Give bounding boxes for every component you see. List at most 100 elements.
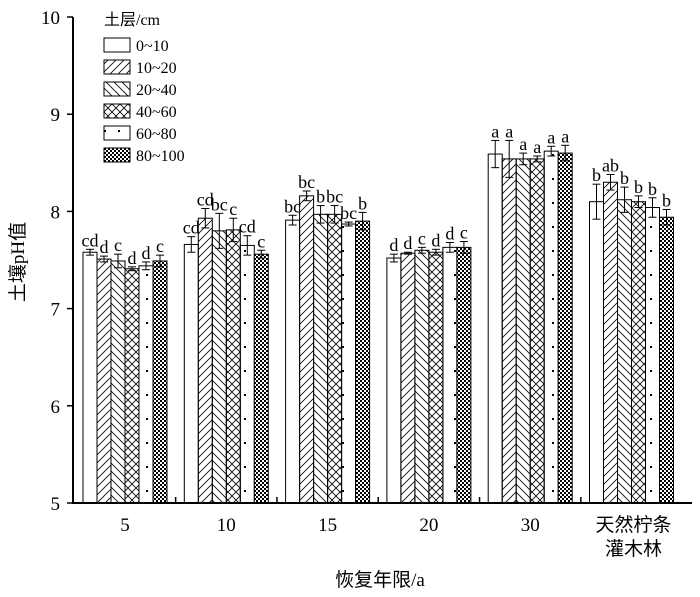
- y-tick-label: 9: [51, 105, 61, 126]
- legend-label: 20~40: [136, 82, 177, 99]
- significance-letter: bc: [340, 203, 357, 223]
- significance-letter: d: [128, 248, 137, 268]
- bar-60~80: [239, 244, 255, 504]
- bar-80~100: [152, 260, 168, 504]
- legend-label: 60~80: [136, 126, 177, 143]
- x-tick-label: 10: [217, 515, 236, 536]
- significance-letter: c: [156, 236, 164, 256]
- bar-20~40: [211, 230, 227, 504]
- significance-letter: bc: [298, 172, 315, 192]
- bar-0~10: [386, 257, 402, 504]
- bar-20~40: [617, 199, 632, 504]
- x-axis-label: 恢复年限/a: [335, 569, 425, 591]
- significance-letter: a: [505, 121, 513, 141]
- bar-40~60: [327, 213, 343, 504]
- legend-title: 土层/cm: [104, 11, 161, 29]
- significance-letter: b: [358, 193, 367, 213]
- bar-10~20: [299, 195, 315, 504]
- significance-letter: b: [316, 187, 325, 207]
- legend-label: 40~60: [136, 104, 177, 121]
- significance-letter: cd: [197, 189, 214, 209]
- significance-letter: c: [418, 228, 426, 248]
- bar-10~20: [603, 181, 618, 504]
- significance-letter: d: [100, 237, 109, 257]
- bar-60~80: [138, 265, 154, 504]
- significance-letter: d: [403, 233, 412, 253]
- legend-swatch: [103, 147, 131, 163]
- bar-20~40: [110, 260, 126, 504]
- bar-10~20: [501, 158, 517, 504]
- bar-60~80: [442, 246, 458, 504]
- significance-letter: c: [229, 199, 237, 219]
- bar-40~60: [631, 201, 646, 504]
- significance-letter: d: [445, 224, 454, 244]
- x-tick-label: 灌木林: [605, 538, 662, 560]
- bar-60~80: [341, 223, 357, 504]
- significance-letter: cd: [239, 217, 256, 237]
- significance-letter: b: [662, 190, 671, 210]
- significance-letter: c: [460, 223, 468, 243]
- legend: 土层/cm 0~10 10~20 20~40 40~60 60~80 80~100: [103, 11, 185, 165]
- bar-80~100: [253, 253, 269, 504]
- x-tick-label: 15: [318, 515, 337, 536]
- x-tick-label: 5: [120, 515, 130, 536]
- significance-letter: a: [561, 126, 569, 146]
- bar-20~40: [414, 249, 430, 504]
- significance-letter: c: [257, 231, 265, 251]
- bar-0~10: [285, 219, 301, 504]
- significance-letter: c: [114, 235, 122, 255]
- significance-letter: d: [142, 243, 151, 263]
- bar-40~60: [428, 251, 444, 504]
- legend-swatch: [103, 37, 131, 53]
- significance-letter: bc: [284, 196, 301, 216]
- bar-10~20: [197, 217, 213, 504]
- significance-letter: cd: [183, 218, 200, 238]
- legend-label: 80~100: [136, 148, 185, 165]
- x-tick-label: 天然柠条: [595, 514, 671, 536]
- legend-label: 0~10: [136, 38, 169, 55]
- y-tick-label: 10: [41, 8, 60, 29]
- significance-letter: a: [547, 127, 555, 147]
- significance-letter: ab: [602, 155, 619, 175]
- significance-letter: bc: [211, 194, 228, 214]
- bar-40~60: [529, 158, 545, 504]
- y-tick-label: 8: [51, 202, 61, 223]
- legend-label: 10~20: [136, 60, 177, 77]
- legend-swatch: [103, 125, 131, 141]
- bar-20~40: [313, 213, 329, 504]
- bar-40~60: [124, 268, 140, 504]
- bar-20~40: [515, 158, 531, 504]
- significance-letter: a: [533, 137, 541, 157]
- significance-letter: b: [648, 179, 657, 199]
- x-tick-label: 30: [521, 515, 540, 536]
- significance-letter: d: [431, 230, 440, 250]
- y-tick-label: 7: [51, 300, 61, 321]
- y-axis-label: 土壤pH值: [7, 222, 29, 302]
- significance-letter: d: [389, 235, 398, 255]
- bar-10~20: [96, 258, 112, 504]
- significance-letter: b: [592, 165, 601, 185]
- bar-40~60: [225, 229, 241, 504]
- bar-80~100: [456, 246, 472, 504]
- significance-letter: cd: [82, 230, 99, 250]
- significance-letter: a: [491, 121, 499, 141]
- bar-0~10: [487, 153, 503, 504]
- significance-letter: bc: [326, 187, 343, 207]
- significance-letter: b: [634, 177, 643, 197]
- significance-letter: b: [620, 168, 629, 188]
- bar-10~20: [400, 252, 416, 504]
- y-tick-label: 5: [51, 494, 61, 515]
- bar-80~100: [557, 152, 573, 504]
- legend-swatch: [103, 103, 131, 119]
- bar-0~10: [589, 201, 604, 504]
- bar-0~10: [183, 243, 199, 504]
- bar-60~80: [543, 150, 559, 504]
- x-tick-label: 20: [419, 515, 438, 536]
- bar-0~10: [82, 251, 98, 504]
- y-tick-label: 6: [51, 397, 61, 418]
- bar-60~80: [645, 207, 660, 504]
- bar-80~100: [659, 216, 674, 504]
- significance-letter: a: [519, 134, 527, 154]
